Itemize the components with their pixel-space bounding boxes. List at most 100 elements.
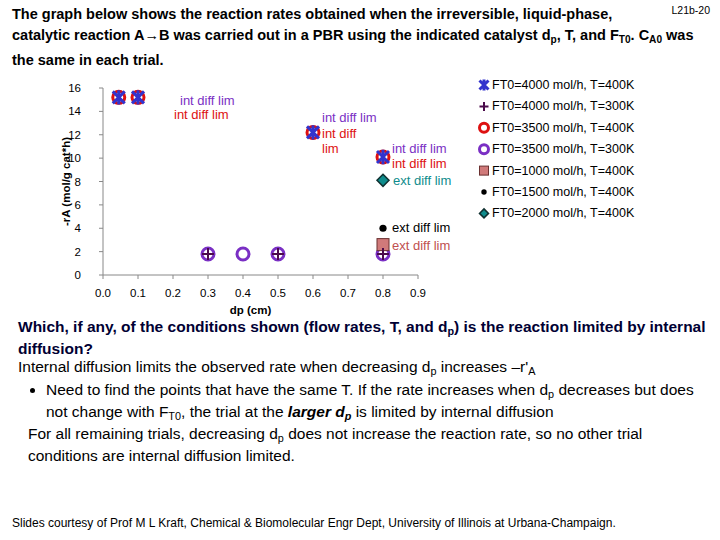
x-tick-label: 0.4 <box>235 287 252 299</box>
x-tick <box>173 275 174 279</box>
marker-circle <box>480 123 489 132</box>
annotation: ext diff lim <box>393 173 451 188</box>
legend-marker <box>480 102 489 111</box>
explanation: Internal diffusion limits the observed r… <box>18 358 714 380</box>
legend-marker <box>480 209 489 218</box>
annotation: int diff lim <box>322 110 377 125</box>
marker-dot <box>379 225 386 232</box>
text-segment: , T, and F <box>557 27 619 43</box>
data-point <box>113 90 125 104</box>
y-tick-label: 16 <box>68 82 81 94</box>
data-point <box>202 248 214 260</box>
y-tick-label: 6 <box>75 199 81 211</box>
y-tick <box>99 134 103 135</box>
legend-marker <box>481 189 486 194</box>
x-tick-label: 0.7 <box>340 287 356 299</box>
text-segment: p <box>278 432 284 444</box>
annotation: int diff lim <box>392 141 447 156</box>
data-point <box>272 248 284 260</box>
data-point <box>379 225 386 232</box>
x-tick-label: 0.2 <box>165 287 181 299</box>
y-tick <box>99 158 103 159</box>
x-tick <box>138 275 139 279</box>
marker-star <box>480 80 489 91</box>
x-axis <box>103 275 418 276</box>
marker-star <box>132 90 144 104</box>
y-axis-label: -rA (mol/g cat*h) <box>60 137 72 226</box>
marker-dot <box>481 189 486 194</box>
conclusion: For all remaining trials, decreasing dp … <box>18 425 714 465</box>
annotation-line: int diff <box>322 126 357 141</box>
series <box>113 90 389 164</box>
text-segment: p <box>548 388 554 400</box>
annotation: int diff lim <box>392 156 447 171</box>
x-tick-label: 0.0 <box>95 287 111 299</box>
data-point <box>237 248 249 260</box>
marker-diamond <box>480 209 489 218</box>
plot-area <box>113 90 389 260</box>
body-text: Which, if any, of the conditions shown (… <box>18 318 714 465</box>
text-segment: For all remaining trials, decreasing d <box>28 425 278 442</box>
marker-circle <box>237 248 249 260</box>
data-point <box>132 90 144 104</box>
legend-label: FT0=2000 mol/h, T=400K <box>492 206 635 220</box>
marker-circle <box>272 248 284 260</box>
marker-star <box>307 125 319 139</box>
data-point <box>377 248 389 260</box>
marker-plus <box>202 248 214 260</box>
y-tick <box>99 275 103 276</box>
legend-marker <box>480 123 489 132</box>
x-tick <box>383 275 384 279</box>
marker-square <box>480 166 489 175</box>
x-tick-label: 0.8 <box>375 287 391 299</box>
series <box>379 225 386 232</box>
text-segment: p <box>430 366 436 378</box>
intro-text: The graph below shows the reaction rates… <box>12 4 712 71</box>
annotation: int diff lim <box>174 107 229 122</box>
data-point <box>377 174 389 186</box>
text-segment: p <box>551 34 557 45</box>
legend-marker <box>480 166 489 175</box>
text-segment: larger d <box>288 403 345 420</box>
x-tick-label: 0.5 <box>270 287 286 299</box>
series <box>202 248 389 260</box>
marker-plus <box>480 102 489 111</box>
y-tick-label: 4 <box>75 222 82 234</box>
marker-star <box>377 150 389 164</box>
bullet: Need to find the points that have the sa… <box>46 381 714 426</box>
x-tick-label: 0.1 <box>130 287 146 299</box>
legend-label: FT0=1000 mol/h, T=400K <box>492 164 635 178</box>
text-segment: The graph below shows the reaction rates… <box>12 6 612 43</box>
text-segment: A0 <box>649 34 662 45</box>
y-tick-label: 0 <box>75 269 81 281</box>
text-segment: , the trial at the <box>181 403 288 420</box>
marker-circle <box>202 248 214 260</box>
legend-label: FT0=4000 mol/h, T=300K <box>492 99 635 113</box>
footer: Slides courtesy of Prof M L Kraft, Chemi… <box>12 516 616 530</box>
legend-label: FT0=3500 mol/h, T=400K <box>492 121 635 135</box>
y-tick-label: 8 <box>75 176 81 188</box>
y-tick <box>99 228 103 229</box>
marker-plus <box>272 248 284 260</box>
annotation: ext diff lim <box>392 238 450 253</box>
annotation-line: lim <box>322 141 339 156</box>
text-segment: T0 <box>168 410 181 422</box>
legend-label: FT0=1500 mol/h, T=400K <box>492 185 635 199</box>
text-segment: Need to find the points that have the sa… <box>46 381 548 398</box>
legend-marker <box>480 145 489 154</box>
y-tick <box>99 251 103 252</box>
x-tick <box>103 275 104 279</box>
marker-circle <box>480 145 489 154</box>
x-tick <box>313 275 314 279</box>
x-tick <box>418 275 419 279</box>
y-tick <box>99 204 103 205</box>
marker-star <box>113 90 125 104</box>
x-tick-label: 0.6 <box>305 287 321 299</box>
y-tick <box>99 181 103 182</box>
annotation: ext diff lim <box>392 220 450 235</box>
data-point <box>307 125 319 139</box>
annotation: int difflim <box>322 126 357 156</box>
annotation: int diff lim <box>180 93 235 108</box>
text-segment: T0 <box>619 34 631 45</box>
legend-label: FT0=4000 mol/h, T=400K <box>492 78 635 92</box>
